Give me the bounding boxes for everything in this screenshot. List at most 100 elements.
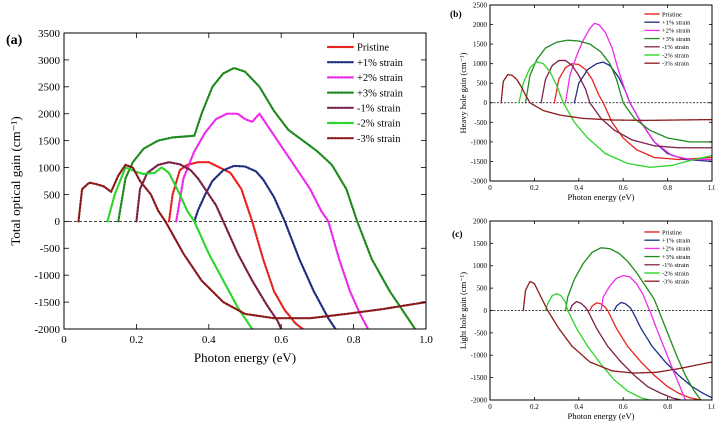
series-line[interactable] <box>600 274 687 400</box>
x-tick-label: 0.2 <box>130 334 144 346</box>
y-tick-label: 2500 <box>38 82 61 94</box>
series-line[interactable] <box>175 112 370 329</box>
y-tick-label: 1000 <box>473 60 488 68</box>
y-tick-label: 500 <box>477 285 488 293</box>
y-tick-label: 1500 <box>38 135 61 147</box>
legend: Pristine+1% strain +2% strain+3% strain-1… <box>644 11 691 67</box>
y-tick-label: -500 <box>40 243 61 255</box>
panel-label: (c) <box>452 229 463 240</box>
legend: Pristine+1% strain +2% strain+3% strain-1… <box>644 229 691 285</box>
series-line[interactable] <box>540 59 712 149</box>
legend-label: +3% strain <box>357 88 404 99</box>
y-tick-label: -1000 <box>471 352 488 360</box>
x-tick-label: 0.4 <box>574 184 583 192</box>
y-tick-label: 2000 <box>473 21 488 29</box>
legend-label: +2% strain <box>662 246 691 253</box>
x-tick-label: 0 <box>61 334 67 346</box>
plot-frame <box>63 32 427 330</box>
y-tick-label: 0 <box>484 307 488 315</box>
series-line[interactable] <box>573 61 712 163</box>
series-line[interactable] <box>500 73 712 122</box>
x-tick-label: 0.4 <box>574 403 583 411</box>
legend-label: +1% strain <box>662 237 691 244</box>
y-tick-label: 2500 <box>473 1 488 9</box>
legend-label: -2% strain <box>357 119 401 130</box>
legend-label: +1% strain <box>662 19 691 26</box>
series-line[interactable] <box>569 300 682 400</box>
y-tick-label: 1500 <box>473 240 488 248</box>
panel-label: (b) <box>450 9 462 20</box>
x-axis-label: Photon energy (eV) <box>194 350 296 365</box>
y-tick-label: -1500 <box>471 158 488 166</box>
y-tick-label: -2000 <box>471 177 488 185</box>
legend-label: +3% strain <box>662 254 691 261</box>
x-axis-label: Photon energy (eV) <box>568 411 635 421</box>
x-tick-label: 0.8 <box>663 403 672 411</box>
chart-b: (b) 0 0.2 0.4 0.6 0.8 1.0 -2000 -1500 -1000 -500 0 5… <box>450 1 715 202</box>
y-tick-label: 500 <box>44 189 61 201</box>
legend-label: +2% strain <box>357 73 404 84</box>
x-tick-label: 0.4 <box>202 334 216 346</box>
legend-label: -1% strain <box>662 44 690 51</box>
x-tick-label: 0.6 <box>274 334 288 346</box>
y-tick-label: 2000 <box>38 109 61 121</box>
legend-label: +2% strain <box>662 28 691 35</box>
legend-label: -2% strain <box>662 270 690 277</box>
legend-label: -1% strain <box>662 262 690 269</box>
series-line[interactable] <box>553 63 712 161</box>
series-line[interactable] <box>117 66 417 329</box>
x-tick-label: 0.8 <box>347 334 361 346</box>
series-line[interactable] <box>564 247 702 400</box>
y-tick-label: 1000 <box>38 162 61 174</box>
y-tick-label: 0 <box>55 216 61 228</box>
series-group <box>522 247 712 401</box>
y-tick-label: 500 <box>477 80 488 88</box>
y-tick-label: 1000 <box>473 262 488 270</box>
legend-label: +1% strain <box>357 58 404 69</box>
series-line[interactable] <box>522 280 712 374</box>
y-tick-label: -1000 <box>471 138 488 146</box>
legend-label: -3% strain <box>662 60 690 67</box>
x-tick-label: 0 <box>488 403 492 411</box>
series-line[interactable] <box>518 61 712 168</box>
series-group <box>77 66 427 330</box>
y-tick-label: 2000 <box>473 217 488 225</box>
legend: Pristine+1% strain+2% strain+3% strain-1… <box>326 43 404 145</box>
series-line[interactable] <box>167 161 304 329</box>
series-line[interactable] <box>77 163 427 320</box>
series-line[interactable] <box>193 164 337 329</box>
x-tick-label: 0.8 <box>663 184 672 192</box>
chart-c: (c) 0 0.2 0.4 0.6 0.8 1.0 -2000 -1500 -1000 -500 0 5… <box>452 217 715 421</box>
chart-a: (a) 0 0.2 0.4 0.6 0.8 1.0 -2000 -1500 -1000 -500 0 5… <box>6 28 433 365</box>
y-axis-label: Light hole gain (cm⁻¹) <box>458 272 468 349</box>
legend-label: +3% strain <box>662 36 691 43</box>
series-line[interactable] <box>135 161 283 329</box>
series-line[interactable] <box>589 302 702 400</box>
y-tick-label: 3500 <box>38 28 61 40</box>
series-group <box>500 22 713 168</box>
x-tick-label: 0.6 <box>619 184 628 192</box>
x-tick-label: 1.0 <box>708 184 715 192</box>
series-line[interactable] <box>544 292 651 401</box>
x-tick-label: 1.0 <box>708 403 715 411</box>
y-tick-label: -500 <box>474 119 487 127</box>
series-line[interactable] <box>106 166 254 330</box>
x-tick-label: 1.0 <box>419 334 433 346</box>
y-tick-label: -1000 <box>34 270 60 282</box>
y-axis-label: Total optical gain (cm⁻¹) <box>8 116 23 245</box>
x-tick-label: 0 <box>488 184 492 192</box>
x-axis-label: Photon energy (eV) <box>568 192 635 202</box>
y-tick-label: -1500 <box>471 374 488 382</box>
y-tick-label: -2000 <box>34 324 60 336</box>
y-axis-label: Heavy hole gain (cm⁻¹) <box>458 52 468 133</box>
x-tick-label: 0.6 <box>619 403 628 411</box>
y-tick-label: -500 <box>474 329 487 337</box>
legend-label: Pristine <box>662 11 682 18</box>
series-line[interactable] <box>524 39 713 143</box>
y-tick-label: 0 <box>484 99 488 107</box>
y-tick-label: 1500 <box>473 41 488 49</box>
legend-label: Pristine <box>662 229 682 236</box>
legend-label: -1% strain <box>357 103 401 114</box>
legend-label: -3% strain <box>662 278 690 285</box>
